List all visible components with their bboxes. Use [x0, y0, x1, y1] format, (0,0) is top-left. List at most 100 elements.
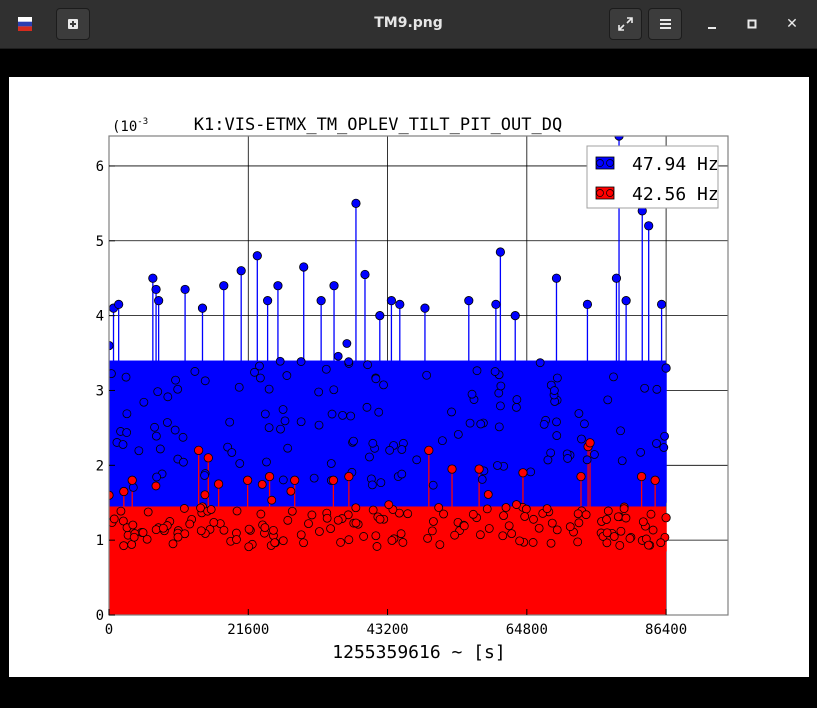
series-0-point: [437, 436, 447, 446]
series-0-point: [640, 383, 650, 393]
series-0-point: [151, 431, 161, 441]
series-0-point: [342, 339, 352, 348]
new-tab-button[interactable]: [56, 8, 90, 40]
series-0-point: [121, 372, 131, 382]
series-1-point: [504, 521, 514, 531]
series-0-point: [412, 455, 422, 465]
series-0-point: [155, 444, 165, 454]
series-0-peak: [360, 269, 370, 280]
series-0-peak: [495, 247, 505, 257]
series-0-point: [225, 417, 235, 427]
series-0-point: [150, 422, 159, 432]
series-1-point: [573, 537, 583, 547]
series-1-point: [372, 542, 382, 551]
series-0-point: [234, 382, 244, 392]
series-0-point: [368, 438, 378, 448]
series-1-point: [482, 504, 492, 514]
series-0-point: [526, 467, 536, 477]
series-0-point: [344, 357, 354, 367]
close-button[interactable]: ✕: [782, 14, 802, 34]
series-1-point: [109, 514, 119, 524]
series-0-point: [543, 455, 553, 465]
series-0-point: [365, 452, 374, 462]
series-1-point: [151, 481, 161, 491]
series-1-point: [574, 518, 584, 528]
y-tick-label: 3: [96, 383, 104, 399]
legend-marker: [596, 159, 604, 167]
series-0-point: [496, 381, 506, 391]
series-0-peak: [656, 299, 667, 309]
series-0-point: [152, 472, 162, 482]
series-0-point: [321, 364, 331, 374]
series-0-point: [549, 386, 559, 395]
series-1-point: [322, 513, 332, 523]
series-0-point: [314, 387, 324, 397]
series-1-point: [138, 528, 148, 537]
series-1-point: [529, 514, 538, 524]
series-0-peak: [180, 284, 190, 295]
series-1-point: [260, 523, 270, 533]
series-0-peak: [219, 281, 229, 291]
menu-button[interactable]: [648, 8, 682, 40]
series-1-point: [128, 520, 138, 530]
series-1-point: [646, 509, 656, 519]
series-0-peak: [621, 296, 631, 306]
series-0-point: [349, 436, 358, 446]
series-0-point: [385, 445, 395, 455]
maximize-button[interactable]: [742, 14, 762, 34]
series-1-peak: [344, 471, 354, 482]
series-1-point: [616, 526, 626, 536]
series-0-point: [260, 409, 270, 419]
series-0-point: [494, 422, 504, 432]
series-stems: [109, 136, 667, 552]
series-0-point: [264, 423, 274, 433]
image-content: 0 21600 43200 64800 86400 0 1 2 3 4 5 6 K1:VIS-ETMX…: [9, 77, 809, 677]
series-1-point: [375, 514, 385, 524]
series-0-peak: [395, 299, 405, 309]
series-0-point: [179, 457, 188, 467]
series-0-point: [200, 471, 209, 480]
series-0-point: [552, 373, 562, 383]
series-1-point: [638, 517, 648, 527]
series-0-point: [333, 351, 343, 361]
series-0-peak: [329, 281, 339, 291]
series-1-point: [158, 523, 168, 533]
series-0-point: [552, 431, 562, 440]
series-1-point: [565, 522, 575, 532]
series-1-point: [423, 533, 432, 543]
series-1-peak: [576, 471, 586, 482]
series-1-point: [118, 516, 128, 526]
series-0-peak: [614, 136, 624, 141]
close-icon: ✕: [786, 16, 798, 32]
series-1-point: [520, 512, 530, 521]
series-0-point: [280, 416, 290, 426]
series-0-point: [467, 389, 477, 399]
series-0-point: [496, 401, 505, 411]
series-0-point: [574, 409, 584, 418]
fullscreen-button[interactable]: [609, 8, 642, 40]
minimize-button[interactable]: [702, 14, 722, 34]
series-0-point: [163, 392, 173, 402]
series-0-peak: [464, 296, 474, 306]
series-1-point: [257, 479, 267, 489]
series-1-peak: [424, 445, 434, 455]
x-tick-label: 43200: [366, 622, 408, 638]
series-1-point: [521, 504, 531, 514]
series-1-point: [573, 509, 583, 519]
series-1-point: [615, 541, 625, 550]
series-0-point: [577, 434, 586, 444]
series-1-peak: [203, 453, 213, 463]
series-1-peak: [585, 438, 595, 448]
series-0-point: [363, 360, 373, 370]
legend-marker: [596, 189, 604, 197]
series-1-point: [359, 532, 369, 541]
series-0-point: [465, 418, 475, 428]
series-1-point: [119, 541, 129, 551]
series-0-point: [428, 480, 438, 490]
chart-title: K1:VIS-ETMX_TM_OPLEV_TILT_PIT_OUT_DQ: [194, 115, 562, 135]
series-0-point: [122, 409, 132, 419]
series-0-point: [552, 417, 561, 427]
series-1-point: [143, 507, 153, 517]
series-0-point: [264, 384, 274, 394]
series-1-point: [621, 513, 631, 523]
